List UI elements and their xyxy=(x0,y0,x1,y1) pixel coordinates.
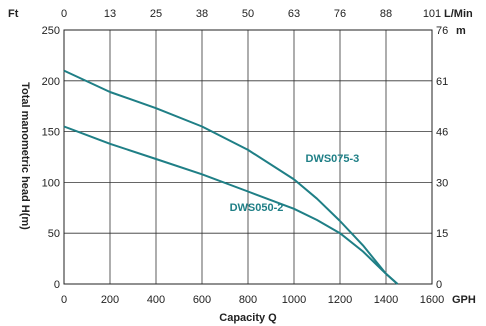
x-tick-label: 200 xyxy=(101,294,119,306)
y-tick-label: 100 xyxy=(42,177,60,189)
series-group: DWS075-3 DWS050-2 xyxy=(63,69,399,285)
top-tick-label: 0 xyxy=(61,8,67,20)
top-tick-label: 38 xyxy=(196,8,208,20)
top-tick-label: 25 xyxy=(150,8,162,20)
x-axis-title: Capacity Q xyxy=(219,312,277,324)
right-tick-label: 30 xyxy=(436,177,448,189)
x-tick-label: 400 xyxy=(147,294,165,306)
right-tick-label: 61 xyxy=(436,76,448,88)
right-tick-label: 46 xyxy=(436,127,448,139)
y-axis-title: Total manometric head H(m) xyxy=(19,82,31,230)
x-tick-label: 800 xyxy=(239,294,257,306)
x-tick-label: 1200 xyxy=(328,294,352,306)
series-label: DWS050-2 xyxy=(230,202,284,214)
top-tick-label: 88 xyxy=(380,8,392,20)
right-tick-label: 0 xyxy=(436,279,442,291)
plot-frame xyxy=(63,29,433,285)
top-tick-label: 101 xyxy=(423,8,441,20)
y-tick-label: 150 xyxy=(42,127,60,139)
x-tick-label: 1400 xyxy=(374,294,398,306)
right-tick-label: 15 xyxy=(436,228,448,240)
y-tick-label: 50 xyxy=(48,228,60,240)
x-tick-label: 1600 xyxy=(420,294,444,306)
x-tick-label: 0 xyxy=(61,294,67,306)
series-line xyxy=(63,125,399,285)
y-tick-label: 0 xyxy=(54,279,60,291)
y-unit-left: Ft xyxy=(8,8,19,20)
series-line xyxy=(63,69,399,285)
x-unit-top: L/Min xyxy=(444,8,473,20)
x-unit-bottom: GPH xyxy=(452,294,476,306)
series-label: DWS075-3 xyxy=(306,153,360,165)
right-tick-label: 76 xyxy=(436,25,448,37)
top-tick-label: 13 xyxy=(104,8,116,20)
x-tick-label: 600 xyxy=(193,294,211,306)
top-tick-label: 63 xyxy=(288,8,300,20)
top-tick-label: 76 xyxy=(334,8,346,20)
y-tick-label: 200 xyxy=(42,76,60,88)
grid xyxy=(64,30,432,284)
x-tick-label: 1000 xyxy=(282,294,306,306)
y-unit-right: m xyxy=(456,25,466,37)
top-tick-label: 50 xyxy=(242,8,254,20)
y-tick-label: 250 xyxy=(42,25,60,37)
